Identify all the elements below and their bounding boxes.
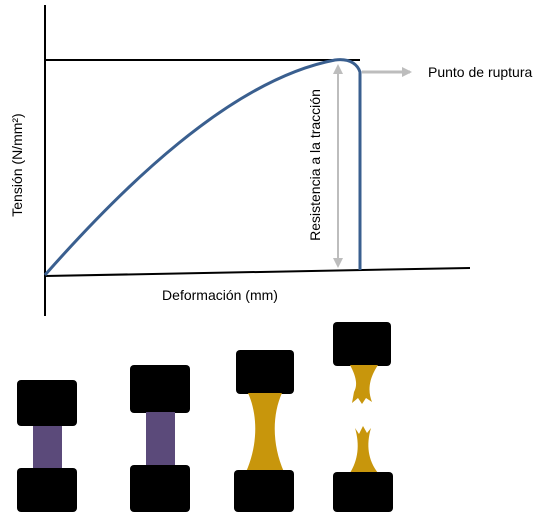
specimen-2 [130,365,190,512]
y-axis-label: Tensión (N/mm²) [9,113,25,216]
specimen-4 [333,322,393,512]
x-axis [45,268,470,276]
specimen-3 [234,350,294,512]
x-axis-label: Deformación (mm) [162,287,278,303]
rupture-label: Punto de ruptura [428,64,533,80]
specimen-1 [17,380,77,512]
diagram: Punto de ruptura Resistencia a la tracci… [0,0,557,516]
tensile-label: Resistencia a la tracción [307,89,323,241]
